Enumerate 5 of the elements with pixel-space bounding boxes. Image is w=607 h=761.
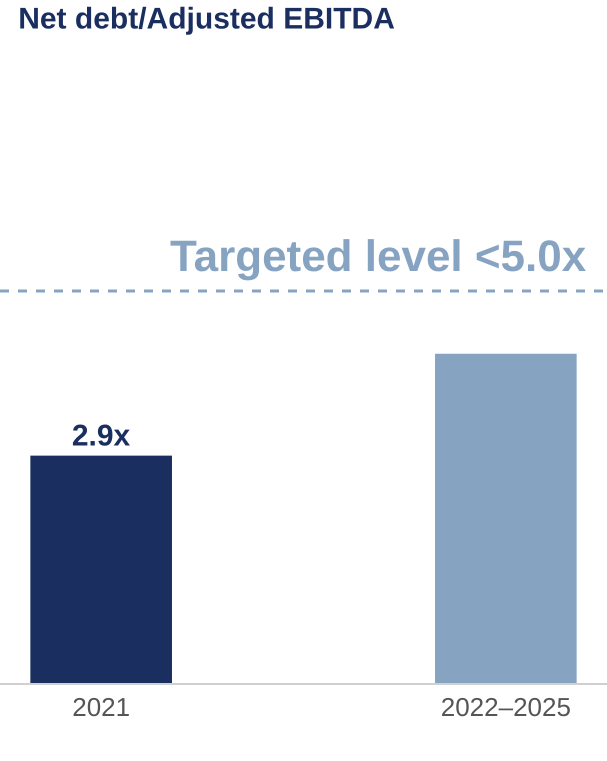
chart-title: Net debt/Adjusted EBITDA xyxy=(18,2,395,36)
data-label: 2.9x xyxy=(72,420,131,453)
ref-line-label: Targeted level <5.0x xyxy=(170,232,587,281)
x-tick-label: 2021 xyxy=(72,692,130,722)
x-tick-label: 2022–2025 xyxy=(440,692,571,722)
